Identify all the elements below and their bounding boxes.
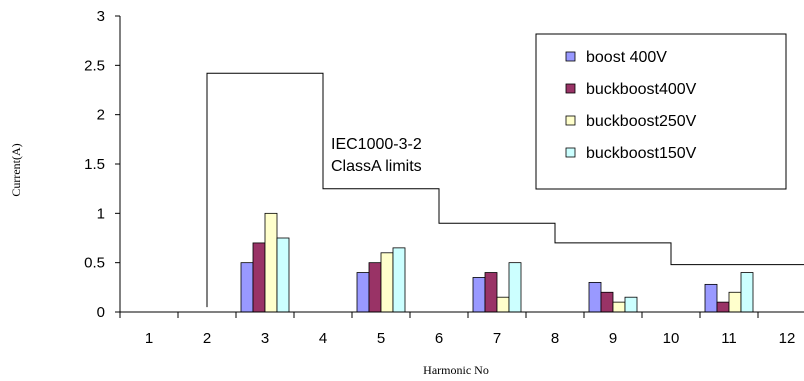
y-tick-label: 0.5 bbox=[84, 255, 105, 272]
bar bbox=[392, 247, 406, 313]
x-tick-label: 11 bbox=[721, 330, 737, 347]
x-tick-label: 1 bbox=[145, 330, 153, 347]
y-tick-label: 2.5 bbox=[84, 57, 105, 74]
x-axis-ticks: 1 2 3 4 5 6 7 8 9 10 11 12 bbox=[119, 312, 796, 347]
bar bbox=[600, 291, 614, 313]
y-tick-label: 3 bbox=[97, 8, 105, 25]
x-tick-label: 5 bbox=[377, 330, 385, 347]
bar bbox=[704, 283, 718, 313]
legend-swatch bbox=[565, 83, 576, 94]
x-tick-label: 4 bbox=[319, 330, 327, 347]
bar bbox=[356, 272, 370, 313]
bar bbox=[240, 262, 254, 313]
bar bbox=[264, 212, 278, 313]
bar bbox=[368, 262, 382, 313]
legend-swatch bbox=[565, 147, 576, 158]
bar bbox=[380, 252, 394, 313]
bar bbox=[612, 301, 626, 313]
limit-annotation-line1: IEC1000-3-2 bbox=[331, 136, 422, 153]
bar bbox=[740, 272, 754, 313]
x-tick-label: 8 bbox=[551, 330, 559, 347]
x-tick-label: 2 bbox=[203, 330, 211, 347]
y-tick-label: 1 bbox=[97, 205, 105, 222]
legend-label: boost 400V bbox=[586, 49, 667, 66]
x-axis-label: Harmonic No bbox=[423, 363, 489, 377]
bars bbox=[240, 212, 754, 313]
limit-annotation-line2: ClassA limits bbox=[331, 158, 422, 175]
legend-swatch bbox=[565, 51, 576, 62]
legend: boost 400V buckboost400V buckboost250V buck… bbox=[535, 33, 787, 190]
bar bbox=[472, 277, 486, 313]
x-tick-label: 6 bbox=[435, 330, 443, 347]
y-axis-ticks: 0 0.5 1 1.5 2 2.5 3 bbox=[84, 8, 120, 321]
x-tick-label: 12 bbox=[779, 330, 796, 347]
bar bbox=[716, 301, 730, 313]
legend-label: buckboost250V bbox=[586, 113, 697, 130]
y-axis-label: Current(A) bbox=[9, 143, 23, 196]
y-tick-label: 1.5 bbox=[84, 156, 105, 173]
x-tick-label: 3 bbox=[261, 330, 269, 347]
legend-label: buckboost150V bbox=[586, 145, 697, 162]
bar bbox=[276, 237, 290, 313]
bar bbox=[624, 296, 638, 313]
x-tick-label: 7 bbox=[493, 330, 501, 347]
bar bbox=[484, 272, 498, 313]
bar bbox=[252, 242, 266, 313]
legend-swatch bbox=[565, 115, 576, 126]
bar bbox=[496, 296, 510, 313]
x-tick-label: 9 bbox=[609, 330, 617, 347]
limit-line bbox=[206, 72, 804, 308]
y-tick-label: 0 bbox=[97, 304, 105, 321]
x-tick-label: 10 bbox=[663, 330, 680, 347]
legend-label: buckboost400V bbox=[586, 81, 697, 98]
bar bbox=[508, 262, 522, 313]
legend-box bbox=[535, 33, 787, 190]
y-tick-label: 2 bbox=[97, 107, 105, 124]
bar bbox=[728, 291, 742, 313]
bar bbox=[588, 281, 602, 313]
